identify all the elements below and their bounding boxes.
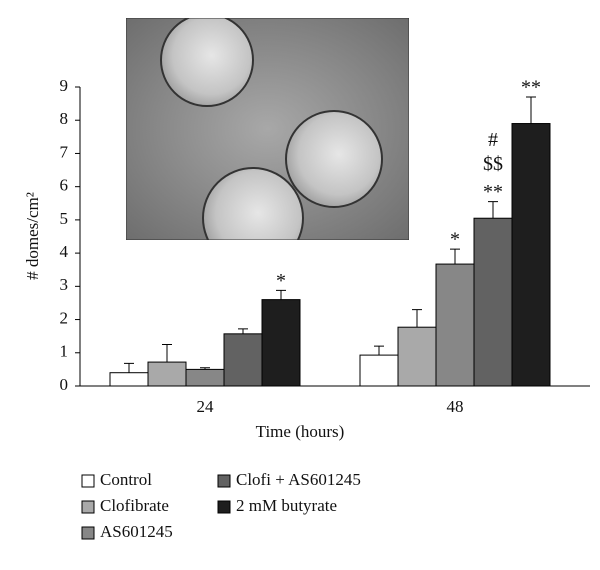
error-bar <box>162 343 172 363</box>
bar <box>185 368 225 387</box>
legend-label: Clofibrate <box>100 496 169 515</box>
bar <box>473 217 513 387</box>
y-tick-label: 1 <box>60 342 69 361</box>
legend-label: AS601245 <box>100 522 173 541</box>
significance-label: * <box>450 229 460 251</box>
error-bar <box>412 309 422 328</box>
y-tick-label: 3 <box>60 275 69 294</box>
significance-label: $$ <box>483 153 503 175</box>
bar <box>147 361 187 387</box>
y-tick-label: 4 <box>60 242 69 261</box>
x-tick-label: 48 <box>447 397 464 416</box>
bar <box>359 354 399 387</box>
error-bar <box>124 362 134 373</box>
error-bar <box>238 328 248 334</box>
y-tick-label: 0 <box>60 375 69 394</box>
error-bar <box>488 201 498 219</box>
y-tick-label: 5 <box>60 209 69 228</box>
bar <box>435 263 475 387</box>
y-tick-label: 2 <box>60 308 69 327</box>
legend-swatch <box>81 526 95 540</box>
legend-swatch <box>217 474 231 488</box>
legend-label: Control <box>100 470 152 489</box>
significance-label: ** <box>483 181 503 203</box>
bar <box>261 299 301 387</box>
y-axis-title: # domes/cm² <box>23 192 42 280</box>
error-bar <box>450 248 460 265</box>
legend-swatch <box>217 500 231 514</box>
bar <box>223 333 263 387</box>
inset-micrograph <box>126 18 409 240</box>
legend-swatch <box>81 474 95 488</box>
significance-label: ** <box>521 77 541 99</box>
error-bar <box>200 367 210 370</box>
y-tick-label: 8 <box>60 109 69 128</box>
y-tick-label: 7 <box>60 142 69 161</box>
bar <box>511 123 551 387</box>
significance-label: # <box>488 129 498 151</box>
bar <box>397 326 437 387</box>
x-axis-title: Time (hours) <box>256 422 345 441</box>
legend-label: 2 mM butyrate <box>236 496 337 515</box>
significance-label: * <box>276 270 286 292</box>
x-tick-label: 24 <box>197 397 215 416</box>
legend-label: Clofi + AS601245 <box>236 470 361 489</box>
legend-swatch <box>81 500 95 514</box>
y-tick-label: 9 <box>60 76 69 95</box>
y-tick-label: 6 <box>60 176 69 195</box>
error-bar <box>374 345 384 356</box>
error-bar <box>276 289 286 300</box>
error-bar <box>526 96 536 124</box>
bar <box>109 372 149 387</box>
